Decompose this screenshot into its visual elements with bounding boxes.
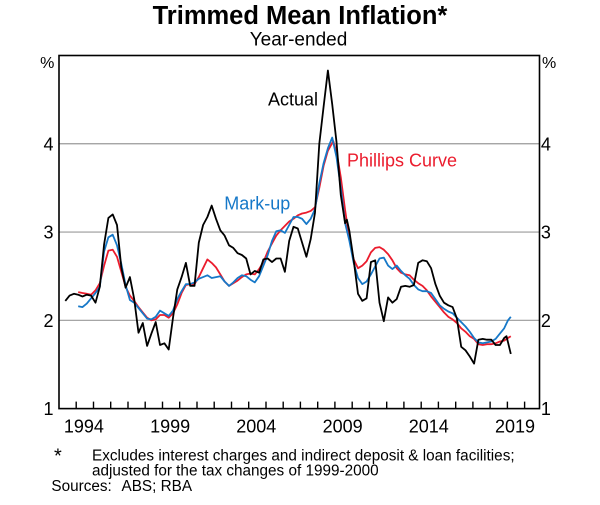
- svg-text:4: 4: [541, 134, 551, 154]
- svg-text:2014: 2014: [409, 416, 449, 436]
- svg-text:2: 2: [541, 311, 551, 331]
- svg-text:adjusted for the tax changes o: adjusted for the tax changes of 1999-200…: [92, 463, 379, 480]
- svg-text:4: 4: [43, 134, 53, 154]
- svg-text:3: 3: [43, 223, 53, 243]
- svg-text:Sources:: Sources:: [51, 478, 111, 495]
- svg-text:1994: 1994: [64, 416, 104, 436]
- svg-text:Phillips Curve: Phillips Curve: [347, 150, 457, 170]
- svg-text:Year-ended: Year-ended: [250, 30, 348, 51]
- svg-text:2: 2: [43, 311, 53, 331]
- svg-text:2004: 2004: [236, 416, 276, 436]
- svg-text:Mark-up: Mark-up: [224, 194, 290, 214]
- svg-text:%: %: [542, 55, 556, 72]
- svg-text:Excludes interest charges and: Excludes interest charges and indirect d…: [92, 448, 515, 465]
- svg-text:*: *: [54, 446, 62, 468]
- svg-text:2009: 2009: [323, 416, 363, 436]
- svg-text:Actual: Actual: [268, 90, 318, 110]
- svg-text:2019: 2019: [495, 416, 535, 436]
- svg-text:ABS; RBA: ABS; RBA: [122, 478, 193, 495]
- svg-text:3: 3: [541, 223, 551, 243]
- svg-text:%: %: [40, 55, 54, 72]
- svg-text:Trimmed Mean Inflation*: Trimmed Mean Inflation*: [153, 2, 448, 30]
- svg-text:1999: 1999: [150, 416, 190, 436]
- svg-text:1: 1: [43, 399, 53, 419]
- svg-text:1: 1: [541, 399, 551, 419]
